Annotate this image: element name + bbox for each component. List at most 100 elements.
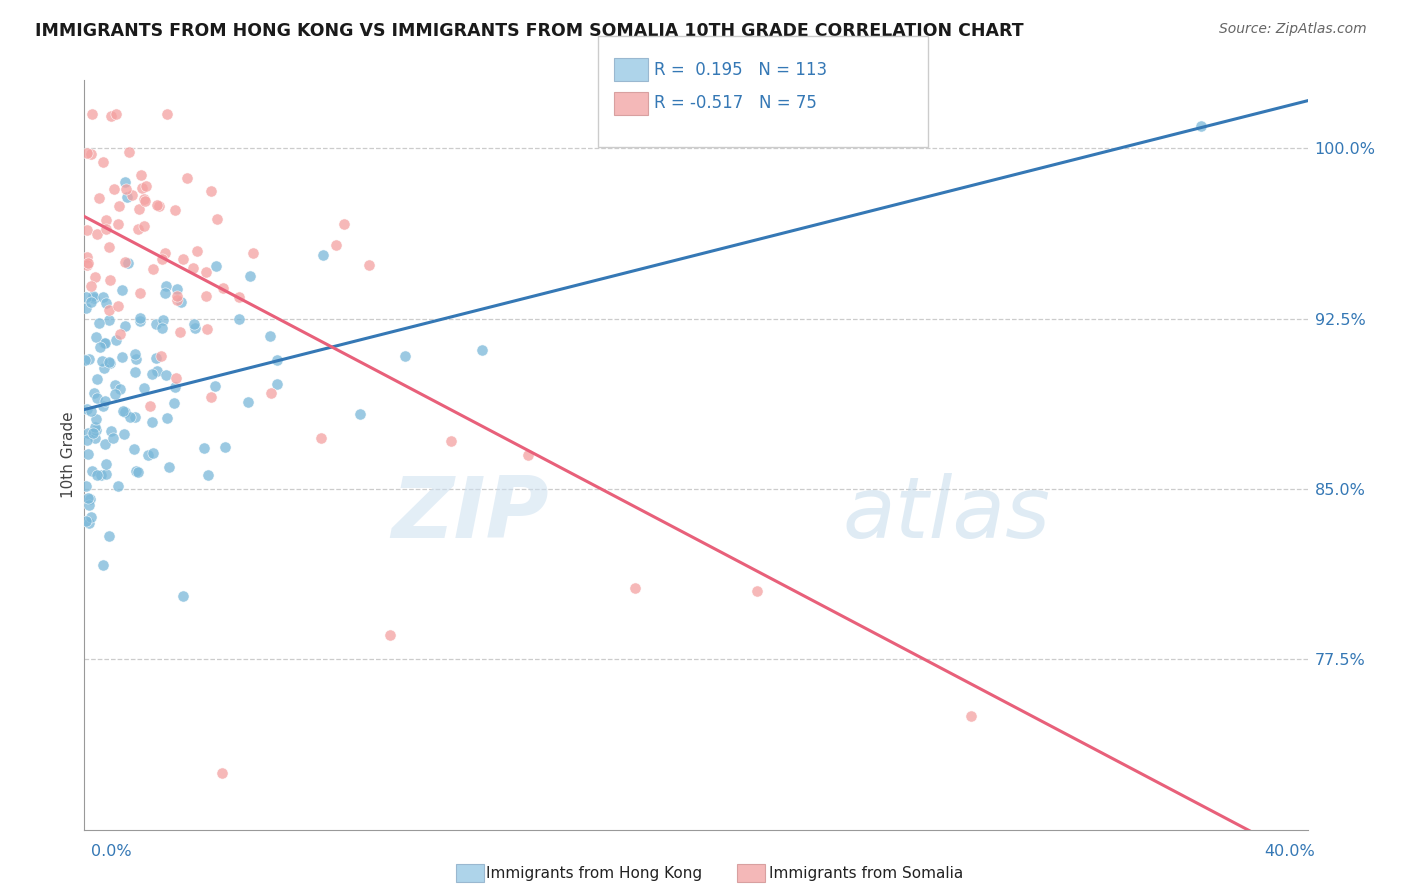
Point [77,447,100,461]
Point [93,399,115,413]
Point [96,213,118,227]
Point [107,217,129,231]
Point [91,154,114,169]
Point [172,589,194,603]
Point [76,223,98,237]
Point [333,217,356,231]
Point [124,347,146,361]
Point [84,423,107,437]
Point [100,424,122,438]
Point [142,446,165,460]
Point [114,255,136,269]
Point [150,321,173,335]
Point [194,289,217,303]
Point [128,285,150,300]
Point [150,252,173,266]
Point [349,407,371,421]
Point [86,392,108,406]
Point [112,403,135,417]
Point [228,290,250,304]
Point [183,317,205,331]
Point [266,377,288,392]
Point [76,146,98,161]
Point [98,356,121,370]
Point [194,264,217,278]
Point [312,247,335,261]
Point [80,509,103,524]
Point [166,293,188,308]
Point [166,282,188,296]
Point [152,313,174,327]
Point [135,179,157,194]
Point [129,168,152,182]
Point [86,412,108,426]
Point [214,440,236,454]
Point [228,312,250,326]
Point [146,364,169,378]
Point [100,109,122,123]
Point [83,386,105,401]
Point [155,285,177,300]
Point [155,410,177,425]
Text: 0.0%: 0.0% [91,845,132,859]
Point [204,379,226,393]
Point [98,272,121,286]
Point [205,211,228,226]
Point [75,301,97,315]
Point [91,289,114,303]
Point [104,377,127,392]
Point [141,415,163,429]
Point [84,330,107,344]
Point [145,317,167,331]
Point [86,227,108,241]
Point [94,336,117,351]
Point [114,318,136,333]
Point [114,405,136,419]
Point [129,310,152,325]
Point [83,270,105,285]
Point [184,321,207,335]
Point [155,278,177,293]
Point [86,372,108,386]
Point [117,145,139,160]
Point [97,239,120,253]
Point [80,107,103,121]
Point [121,188,143,202]
Point [91,558,114,573]
Point [82,289,104,303]
Text: Immigrants from Hong Kong: Immigrants from Hong Kong [486,866,703,880]
Point [77,516,100,530]
Point [103,431,125,445]
Point [211,765,233,780]
Point [200,184,222,198]
Point [76,426,98,441]
Point [156,107,179,121]
Point [197,468,219,483]
Point [127,465,149,479]
Point [181,260,204,275]
Point [266,353,288,368]
Point [117,256,139,270]
Point [471,343,494,357]
Point [124,410,146,425]
Point [145,351,167,365]
Point [98,529,121,543]
Point [79,403,101,417]
Point [115,181,138,195]
Point [94,436,117,450]
Point [82,426,104,441]
Point [76,401,98,416]
Point [165,380,187,394]
Point [131,180,153,194]
Point [96,457,118,471]
Point [1189,119,1212,133]
Point [87,316,110,330]
Point [136,448,159,462]
Point [166,289,188,303]
Point [98,302,121,317]
Point [205,259,228,273]
Point [83,291,105,305]
Point [97,354,120,368]
Point [107,299,129,313]
Y-axis label: 10th Grade: 10th Grade [60,411,76,499]
